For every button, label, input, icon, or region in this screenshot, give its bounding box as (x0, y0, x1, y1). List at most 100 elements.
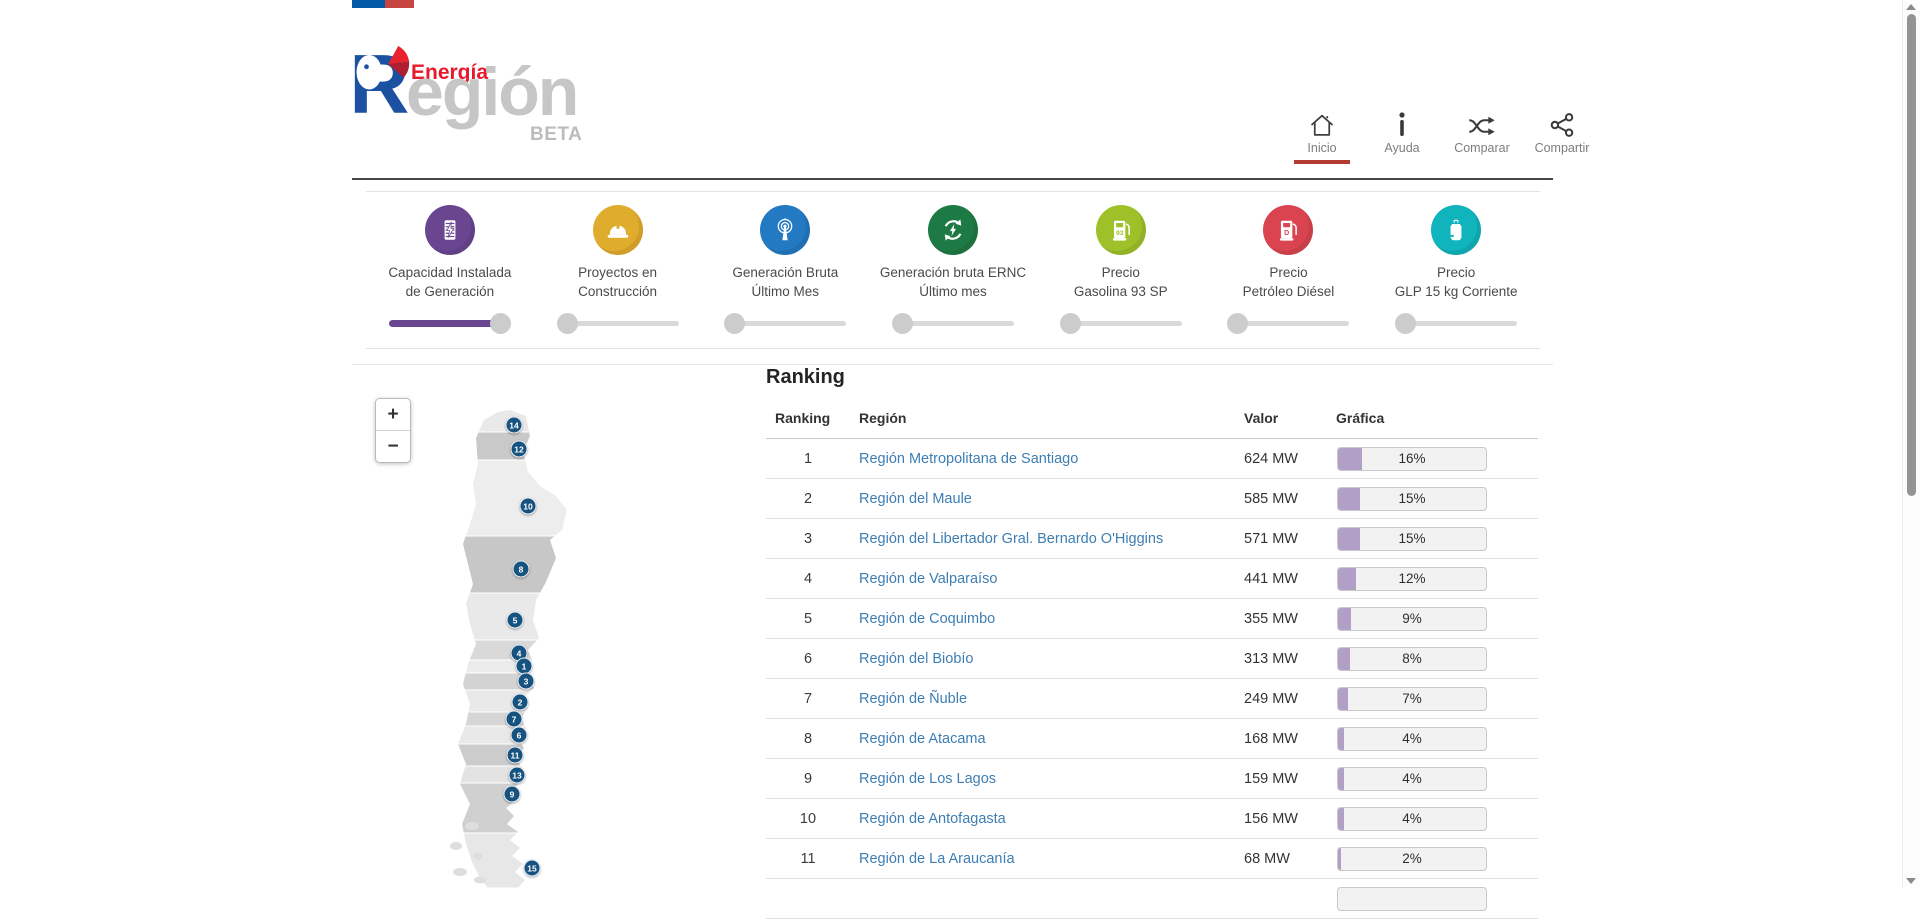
progress-bar-label: 2% (1402, 851, 1422, 866)
table-row: 11 Región de La Araucanía 68 MW 2% (766, 839, 1538, 879)
row-region-link[interactable]: Región de Los Lagos (859, 770, 997, 787)
indicator-item[interactable]: Generación bruta ERNC Último mes (869, 192, 1037, 348)
ranking-title: Ranking (766, 366, 845, 388)
map-marker-rank-7[interactable]: 7 (505, 710, 523, 728)
renewable-energy-icon (944, 219, 962, 241)
progress-bar: 2% (1337, 846, 1487, 871)
indicator-item[interactable]: Proyectos en Construcción (534, 192, 702, 348)
zoom-in-button[interactable]: + (376, 399, 410, 431)
map-marker-rank-13[interactable]: 13 (508, 766, 526, 784)
progress-bar-fill (1338, 607, 1352, 630)
row-rank: 3 (803, 530, 813, 547)
row-region-link[interactable]: Región del Maule (859, 490, 972, 507)
scrollbar-thumb[interactable] (1907, 14, 1916, 496)
row-value: 571 MW (1244, 530, 1298, 547)
slider-thumb[interactable] (1227, 313, 1249, 334)
progress-bar: 4% (1337, 766, 1487, 791)
nav-item-label: Inicio (1307, 141, 1337, 155)
slider-thumb[interactable] (892, 313, 914, 334)
indicator-item[interactable]: Capacidad Instalada de Generación (366, 192, 534, 348)
progress-bar: 15% (1337, 526, 1487, 551)
nav-item-ayuda[interactable]: Ayuda (1374, 108, 1430, 164)
indicator-slider[interactable] (1227, 312, 1350, 334)
indicator-icon-circle[interactable] (760, 205, 811, 255)
row-region-link[interactable]: Región de Valparaíso (859, 570, 998, 587)
col-header-grafica: Gráfica (1336, 410, 1385, 426)
slider-track[interactable] (892, 321, 1015, 326)
progress-bar-fill (1338, 767, 1344, 790)
indicator-item[interactable]: Precio GLP 15 kg Corriente (1372, 192, 1540, 348)
logo[interactable]: R Energía egión BETA (352, 40, 592, 150)
map-canvas[interactable] (360, 388, 762, 888)
table-row: 1 Región Metropolitana de Santiago 624 M… (766, 439, 1538, 479)
slider-thumb[interactable] (489, 313, 511, 334)
map-marker-rank-14[interactable]: 14 (505, 416, 523, 434)
slider-track[interactable] (1395, 321, 1518, 326)
indicator-item[interactable]: D Precio Petróleo Diésel (1205, 192, 1373, 348)
map-marker-rank-6[interactable]: 6 (510, 726, 528, 744)
row-region-link[interactable]: Región de Antofagasta (859, 810, 1006, 827)
indicator-icon-circle[interactable]: D (1263, 205, 1314, 255)
slider-track[interactable] (1059, 321, 1182, 326)
map-marker-rank-12[interactable]: 12 (510, 440, 528, 458)
row-region-link[interactable]: Región de La Araucanía (859, 850, 1015, 867)
map-marker-rank-8[interactable]: 8 (512, 560, 530, 578)
gas-cylinder-icon (1443, 219, 1462, 241)
slider-track[interactable] (724, 321, 847, 326)
table-row: 7 Región de Ñuble 249 MW 7% (766, 679, 1538, 719)
map-marker-rank-11[interactable]: 11 (506, 746, 524, 764)
indicator-icon-circle[interactable] (592, 205, 643, 255)
row-region-link[interactable]: Región del Biobío (859, 650, 974, 667)
indicator-slider[interactable] (388, 312, 511, 334)
indicator-item[interactable]: Generación Bruta Último Mes (701, 192, 869, 348)
row-bar-cell: 4% (1327, 806, 1538, 831)
indicator-slider[interactable] (724, 312, 847, 334)
map-marker-rank-9[interactable]: 9 (503, 785, 521, 803)
chile-map[interactable]: + − 14 12 10 8 5 4 1 3 2 7 6 11 13 9 15 (360, 388, 762, 888)
progress-bar-fill (1338, 527, 1361, 550)
indicator-slider[interactable] (892, 312, 1015, 334)
row-region-link[interactable]: Región de Atacama (859, 730, 986, 747)
map-marker-rank-5[interactable]: 5 (506, 611, 524, 629)
indicator-icon-circle[interactable] (928, 205, 979, 255)
indicator-icon-circle[interactable] (1431, 205, 1482, 255)
nav-item-compartir[interactable]: Compartir (1534, 108, 1590, 164)
row-region-link[interactable]: Región de Ñuble (859, 690, 968, 707)
nav-item-inicio[interactable]: Inicio (1294, 108, 1350, 164)
row-region-link[interactable]: Región de Coquimbo (859, 610, 996, 627)
zoom-out-button[interactable]: − (376, 431, 410, 462)
progress-bar: 16% (1337, 446, 1487, 471)
slider-track[interactable] (556, 321, 679, 326)
row-value: 355 MW (1244, 610, 1298, 627)
indicator-slider[interactable] (1395, 312, 1518, 334)
table-row: 5 Región de Coquimbo 355 MW 9% (766, 599, 1538, 639)
nav-item-comparar[interactable]: Comparar (1454, 108, 1510, 164)
indicator-slider[interactable] (1059, 312, 1182, 334)
map-marker-rank-3[interactable]: 3 (517, 672, 535, 690)
indicator-panel: Capacidad Instalada de Generación Proyec… (366, 191, 1540, 349)
row-value: 159 MW (1244, 770, 1298, 787)
indicator-icon-circle[interactable]: 93 (1095, 205, 1146, 255)
logo-eye (364, 64, 369, 70)
indicator-item[interactable]: 93 Precio Gasolina 93 SP (1037, 192, 1205, 348)
indicator-icon-circle[interactable] (424, 205, 475, 255)
progress-bar-label: 4% (1402, 811, 1422, 826)
nav-item-label: Compartir (1534, 141, 1590, 155)
scrollbar-down-arrow[interactable] (1906, 878, 1916, 884)
slider-thumb[interactable] (1059, 313, 1081, 334)
map-marker-rank-2[interactable]: 2 (511, 693, 529, 711)
scrollbar-up-arrow[interactable] (1906, 4, 1916, 10)
slider-fill (388, 320, 502, 327)
slider-thumb[interactable] (724, 313, 746, 334)
row-region-link[interactable]: Región del Libertador Gral. Bernardo O'H… (859, 530, 1164, 547)
indicator-slider[interactable] (556, 312, 679, 334)
slider-track[interactable] (1227, 321, 1350, 326)
slider-thumb[interactable] (556, 313, 578, 334)
progress-bar: 7% (1337, 686, 1487, 711)
row-region-link[interactable]: Región Metropolitana de Santiago (859, 450, 1079, 467)
map-marker-rank-10[interactable]: 10 (519, 497, 537, 515)
map-marker-rank-15[interactable]: 15 (523, 859, 541, 877)
progress-bar: 9% (1337, 606, 1487, 631)
slider-thumb[interactable] (1395, 313, 1417, 334)
progress-bar-label (1338, 888, 1486, 910)
